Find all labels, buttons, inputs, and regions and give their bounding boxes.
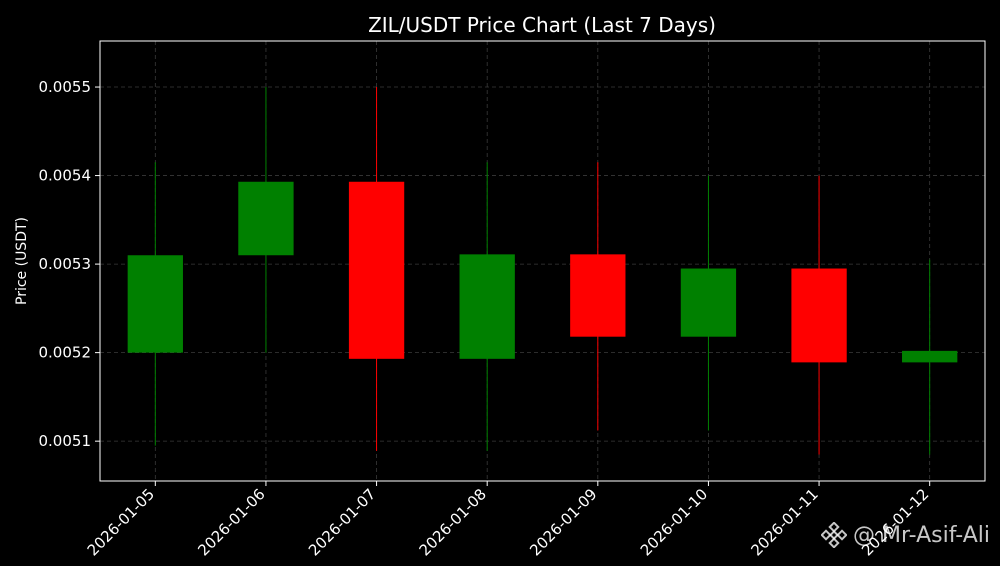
watermark: @ Mr-Asif-Ali [821, 522, 990, 548]
candle-body [902, 350, 958, 363]
candle-body [791, 268, 847, 363]
y-tick-label: 0.0054 [39, 167, 92, 185]
candle-body [570, 254, 626, 337]
plot-frame [99, 40, 986, 482]
y-axis: 0.0051 0.0052 0.0053 0.0054 0.0055 [39, 78, 100, 450]
candle-body [238, 181, 294, 256]
y-tick-label: 0.0052 [39, 344, 92, 362]
y-tick-label: 0.0053 [39, 255, 92, 273]
chart-title: ZIL/USDT Price Chart (Last 7 Days) [368, 13, 716, 37]
candle-body [680, 268, 737, 337]
candle-body [459, 254, 515, 359]
candles [127, 87, 958, 455]
candle-body [127, 255, 183, 353]
y-axis-label: Price (USDT) [14, 217, 30, 305]
candle-body [348, 181, 405, 359]
y-tick-label: 0.0055 [39, 78, 92, 96]
y-tick-label: 0.0051 [39, 432, 92, 450]
watermark-text: @ Mr-Asif-Ali [853, 522, 990, 548]
binance-logo-icon [821, 522, 848, 548]
